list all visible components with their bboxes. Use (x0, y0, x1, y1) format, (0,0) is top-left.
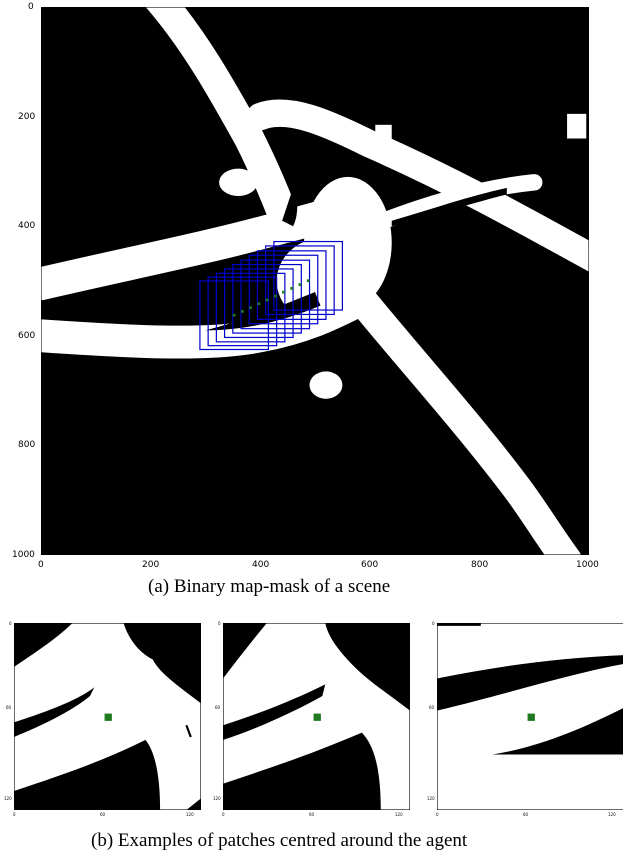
y-tick-label: 120 (4, 796, 12, 801)
y-tick-label: 0 (218, 621, 221, 626)
y-tick-label: 400 (18, 221, 36, 231)
y-tick-label: 1000 (12, 550, 35, 560)
x-tick-label: 1000 (576, 560, 599, 570)
x-tick-label: 800 (471, 560, 489, 570)
x-tick-label: 200 (142, 560, 160, 570)
y-tick-label: 800 (18, 440, 36, 450)
y-tick-label: 60 (215, 705, 221, 710)
x-tick-label: 120 (395, 812, 403, 817)
x-tick-label: 0 (222, 812, 225, 817)
x-tick-label: 120 (608, 812, 616, 817)
x-tick-label: 0 (13, 812, 16, 817)
patches-figure: 0 60 120 0 60 120 0 60 120 0 60 120 0 60… (0, 615, 623, 858)
y-tick-label: 120 (427, 796, 435, 801)
y-tick-label: 0 (432, 621, 435, 626)
x-tick-label: 0 (436, 812, 439, 817)
map-mask-plot (41, 7, 589, 555)
y-tick-label: 0 (28, 2, 34, 12)
y-tick-label: 60 (6, 705, 12, 710)
patch-3 (437, 623, 623, 810)
x-tick-label: 120 (186, 812, 194, 817)
y-tick-label: 600 (18, 331, 36, 341)
caption-a: (a) Binary map-mask of a scene (148, 576, 391, 597)
x-tick-label: 60 (100, 812, 106, 817)
y-tick-label: 120 (213, 796, 221, 801)
y-tick-label: 60 (429, 705, 435, 710)
y-tick-label: 0 (9, 621, 12, 626)
y-tick-label: 200 (18, 112, 36, 122)
x-tick-label: 60 (523, 812, 529, 817)
x-tick-label: 60 (309, 812, 315, 817)
caption-b: (b) Examples of patches centred around t… (91, 830, 468, 851)
x-tick-label: 600 (361, 560, 379, 570)
x-tick-label: 400 (252, 560, 270, 570)
x-tick-label: 0 (38, 560, 44, 570)
patch-2 (223, 623, 410, 810)
patch-1 (14, 623, 201, 810)
map-mask-figure: 0 200 400 600 800 1000 0 200 400 600 800… (12, 2, 599, 597)
